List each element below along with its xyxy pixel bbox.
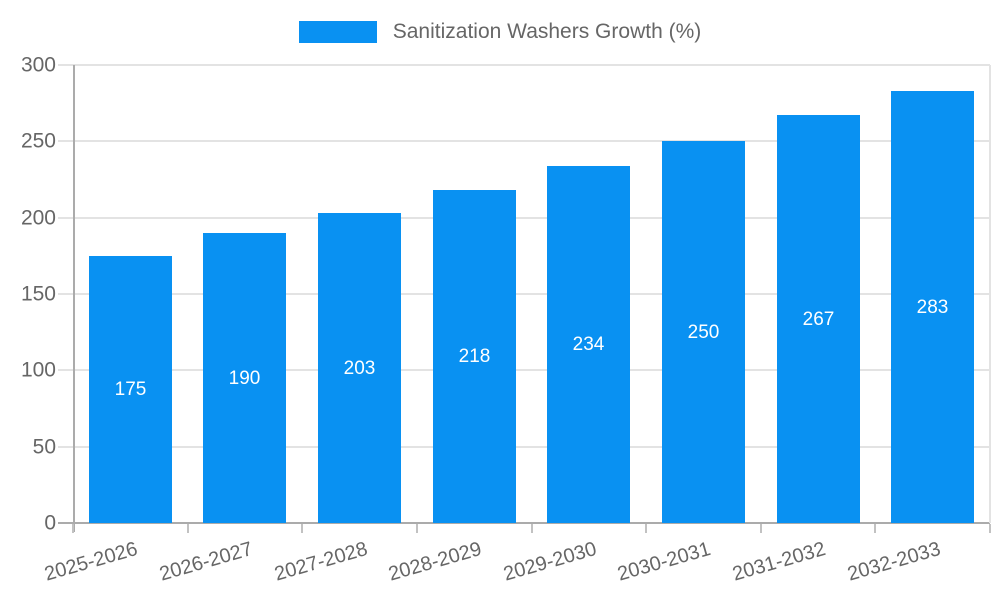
y-axis-tick-label: 100 xyxy=(20,358,56,382)
bar[interactable]: 234 xyxy=(547,166,630,523)
bar-value-label: 234 xyxy=(572,334,605,355)
gridline xyxy=(58,445,990,448)
bar[interactable]: 175 xyxy=(89,256,172,523)
x-axis-line xyxy=(58,522,990,524)
gridline xyxy=(58,216,990,219)
y-axis-tick-label: 200 xyxy=(20,206,56,230)
bar-value-label: 283 xyxy=(916,296,949,318)
bar-value-label: 175 xyxy=(114,379,147,400)
y-axis-tick-label: 50 xyxy=(32,435,56,459)
bar[interactable]: 218 xyxy=(433,190,516,523)
y-axis-tick-label: 250 xyxy=(20,129,56,153)
bar-value-label: 190 xyxy=(228,367,261,389)
plot-right-border xyxy=(989,65,991,523)
y-axis-tick-label: 300 xyxy=(20,53,56,77)
bar-value-label: 267 xyxy=(802,308,835,330)
x-axis-tick-mark xyxy=(759,524,762,533)
legend-label: Sanitization Washers Growth (%) xyxy=(392,20,702,43)
bar[interactable]: 267 xyxy=(777,115,860,523)
x-axis-tick-label: 2027-2028 xyxy=(271,538,370,586)
gridline xyxy=(58,64,990,66)
x-axis-tick-label: 2026-2027 xyxy=(156,538,256,586)
bar[interactable]: 203 xyxy=(318,213,401,523)
legend[interactable]: Sanitization Washers Growth (%) xyxy=(0,20,1000,44)
legend-swatch xyxy=(298,21,377,43)
x-axis-tick-mark xyxy=(72,524,74,533)
x-axis-tick-label: 2029-2030 xyxy=(500,538,599,586)
x-axis-tick-label: 2032-2033 xyxy=(844,538,943,586)
y-axis-line xyxy=(73,65,75,532)
bar-value-label: 203 xyxy=(343,357,376,379)
y-axis-tick-label: 0 xyxy=(44,511,56,535)
gridline xyxy=(58,369,990,372)
bar[interactable]: 250 xyxy=(662,141,745,523)
x-axis-tick-label: 2025-2026 xyxy=(42,538,141,586)
x-axis-tick-mark xyxy=(415,524,418,533)
gridline xyxy=(58,293,990,295)
x-axis-tick-label: 2030-2031 xyxy=(615,538,714,586)
x-axis-tick-mark xyxy=(301,524,304,533)
x-axis-tick-mark xyxy=(186,524,189,533)
bar-value-label: 250 xyxy=(687,321,720,343)
x-axis-tick-mark xyxy=(645,524,648,533)
bar-value-label: 218 xyxy=(458,346,491,367)
x-axis-tick-mark xyxy=(530,524,533,533)
y-axis-tick-label: 150 xyxy=(20,282,56,306)
x-axis-tick-label: 2028-2029 xyxy=(386,538,485,586)
x-axis-tick-mark xyxy=(874,524,877,533)
x-axis-tick-label: 2031-2032 xyxy=(730,538,829,586)
x-axis-tick-mark xyxy=(989,524,991,533)
gridline xyxy=(58,140,990,143)
bar[interactable]: 283 xyxy=(891,91,974,523)
bar[interactable]: 190 xyxy=(203,233,286,523)
